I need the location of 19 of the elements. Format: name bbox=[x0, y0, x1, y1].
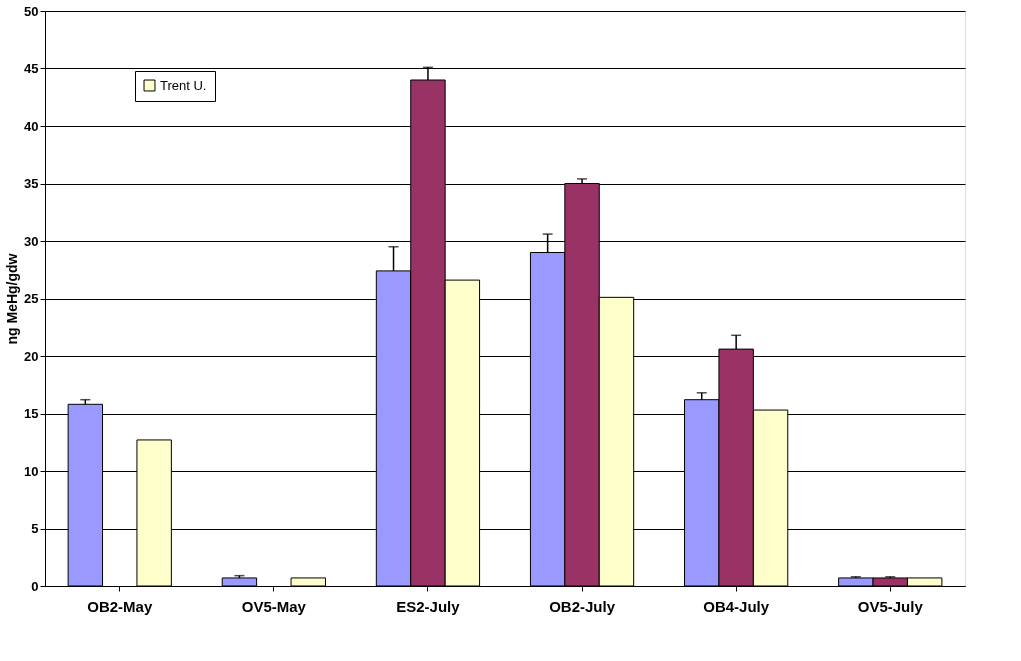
x-tick-label: OB2-July bbox=[549, 597, 616, 615]
x-tick-label: OV5-July bbox=[857, 597, 924, 615]
y-tick-label: 10 bbox=[24, 463, 39, 479]
x-tick-label: OV5-May bbox=[241, 597, 307, 615]
x-tick-label: OB2-May bbox=[87, 597, 153, 615]
y-tick-label: 30 bbox=[24, 233, 39, 249]
y-tick-label: 40 bbox=[24, 118, 39, 134]
y-tick-label: 25 bbox=[24, 291, 39, 306]
y-axis-title: ng MeHg/gdw bbox=[4, 253, 21, 345]
x-tick-label: ES2-July bbox=[396, 597, 461, 615]
y-tick-label: 45 bbox=[24, 61, 39, 76]
y-tick-label: 20 bbox=[24, 348, 39, 364]
y-tick-label: 35 bbox=[24, 176, 39, 191]
legend-label: Trent U. bbox=[160, 77, 207, 93]
x-tick-label: OB4-July bbox=[703, 597, 770, 615]
y-tick-label: 50 bbox=[24, 3, 39, 19]
y-tick-label: 0 bbox=[31, 578, 39, 594]
y-tick-label: 15 bbox=[24, 406, 39, 421]
y-tick-label: 5 bbox=[31, 521, 39, 536]
